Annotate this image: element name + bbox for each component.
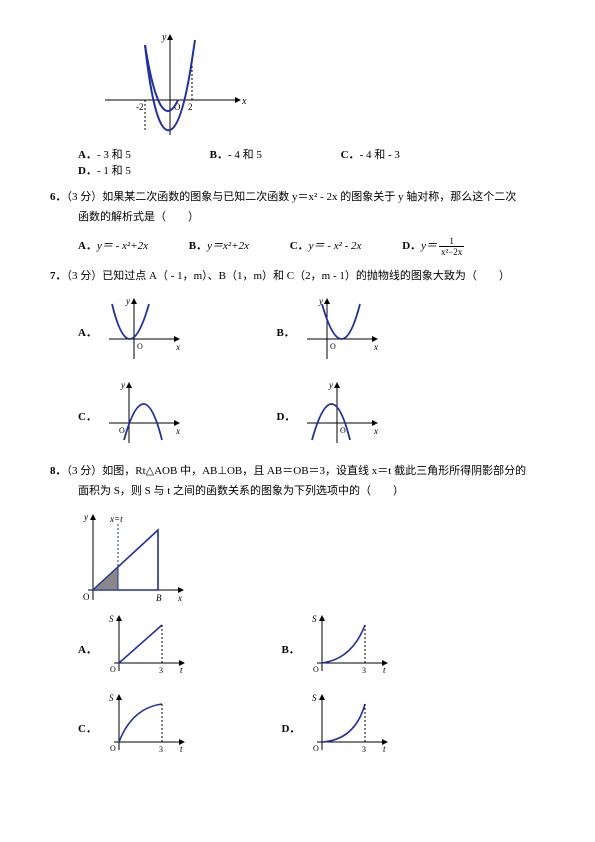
svg-text:S: S (312, 614, 317, 624)
opt-b-label: B． (210, 149, 228, 161)
q7-c-label: C． (78, 408, 97, 424)
q6-pts: （3 分） (67, 191, 103, 203)
svg-text:y: y (125, 296, 130, 306)
q8-pts: （3 分） (67, 465, 103, 477)
opt-d-label: D． (78, 165, 97, 177)
svg-text:O: O (340, 426, 346, 435)
q6-d-den: x²−2x (439, 247, 464, 257)
q6-options: A．y＝ - x²+2x B．y＝x²+2x C．y＝ - x² - 2x D．… (50, 236, 545, 257)
q8-figure: x y O B x=t (50, 510, 545, 605)
svg-text:x: x (373, 342, 378, 352)
q8-d-label: D． (281, 720, 300, 736)
opt-a: - 3 和 5 (97, 146, 131, 162)
q6-d-label: D． (402, 240, 421, 252)
svg-text:x: x (175, 426, 180, 436)
q7-graph-a: x y O (104, 294, 184, 364)
q5-graph: x y O -2 2 (100, 30, 545, 140)
q8-num: 8． (50, 465, 67, 477)
q7-graph-d: x y O (302, 378, 382, 448)
q8-b-label: B． (281, 641, 299, 657)
svg-text:S: S (109, 614, 114, 624)
q7-b-label: B． (276, 324, 294, 340)
svg-text:y: y (83, 512, 88, 522)
svg-text:O: O (313, 744, 319, 753)
q6-b-label: B． (189, 240, 207, 252)
svg-text:3: 3 (159, 666, 163, 675)
q8-text: 如图，Rt△AOB 中，AB⊥OB，且 AB＝OB＝3，设直线 x＝t 截此三角… (102, 465, 526, 477)
svg-text:t: t (180, 744, 183, 754)
q7-graph-b: x y O (302, 294, 382, 364)
question-6: 6．（3 分）如果某二次函数的图象与已知二次函数 y＝x² - 2x 的图象关于… (50, 188, 545, 228)
svg-text:x: x (177, 593, 182, 603)
y-label: y (161, 32, 167, 43)
svg-text:3: 3 (362, 745, 366, 754)
q6-d-num: 1 (439, 236, 464, 247)
svg-text:B: B (156, 593, 162, 603)
svg-text:t: t (383, 665, 386, 675)
q7-d-label: D． (276, 408, 295, 424)
q8-graph-a: t S O 3 (104, 611, 189, 676)
question-8: 8．（3 分）如图，Rt△AOB 中，AB⊥OB，且 AB＝OB＝3，设直线 x… (50, 462, 545, 502)
q6-b: y＝x²+2x (207, 240, 249, 252)
opt-c-label: C． (341, 149, 360, 161)
q7-row1: A． x y O B． x y O (50, 294, 545, 364)
q7-graph-c: x y O (104, 378, 184, 448)
q8-graph-c: t S O 3 (104, 690, 189, 755)
svg-text:O: O (137, 342, 143, 351)
q7-num: 7． (50, 270, 67, 282)
q6-a: y＝ - x²+2x (97, 240, 148, 252)
q7-text: 已知过点 A（ - 1，m）、B（1，m）和 C（2，m - 1）的抛物线的图象… (102, 270, 510, 282)
x-label: x (241, 96, 247, 107)
q7-a-label: A． (78, 324, 97, 340)
svg-text:O: O (313, 665, 319, 674)
tick-2: 2 (188, 102, 193, 112)
q8-row1: A． t S O 3 B． t S O 3 (50, 611, 545, 676)
q8-a-label: A． (78, 641, 97, 657)
tick-neg2: -2 (136, 102, 144, 112)
svg-text:O: O (119, 426, 125, 435)
svg-text:x: x (175, 342, 180, 352)
svg-text:3: 3 (159, 745, 163, 754)
svg-text:x=t: x=t (109, 514, 123, 524)
svg-text:O: O (330, 342, 336, 351)
opt-d: - 1 和 5 (97, 162, 131, 178)
q7-pts: （3 分） (67, 270, 103, 282)
opt-c: - 4 和 - 3 (360, 146, 400, 162)
q5-options: A． - 3 和 5 B． - 4 和 5 C． - 4 和 - 3 D． - … (50, 146, 545, 178)
q8-c-label: C． (78, 720, 97, 736)
svg-text:O: O (83, 592, 90, 602)
svg-text:O: O (110, 744, 116, 753)
svg-text:S: S (109, 693, 114, 703)
svg-text:O: O (110, 665, 116, 674)
q8-text2: 面积为 S，则 S 与 t 之间的函数关系的图象为下列选项中的（ ） (50, 482, 545, 502)
q8-graph-d: t S O 3 (307, 690, 392, 755)
svg-text:t: t (180, 665, 183, 675)
opt-b: - 4 和 5 (228, 146, 262, 162)
q7-row2: C． x y O D． x y O (50, 378, 545, 448)
svg-text:y: y (328, 380, 333, 390)
svg-text:3: 3 (362, 666, 366, 675)
q6-d-pre: y＝ (421, 240, 437, 252)
svg-text:S: S (312, 693, 317, 703)
question-7: 7．（3 分）已知过点 A（ - 1，m）、B（1，m）和 C（2，m - 1）… (50, 267, 545, 287)
svg-text:y: y (120, 380, 125, 390)
q6-text: 如果某二次函数的图象与已知二次函数 y＝x² - 2x 的图象关于 y 轴对称，… (102, 191, 516, 203)
q6-a-label: A． (78, 240, 97, 252)
q6-num: 6． (50, 191, 67, 203)
q6-text2: 函数的解析式是（ ） (50, 208, 545, 228)
q6-c: y＝ - x² - 2x (309, 240, 362, 252)
opt-a-label: A． (78, 149, 97, 161)
q8-graph-b: t S O 3 (307, 611, 392, 676)
svg-text:x: x (373, 426, 378, 436)
q6-c-label: C． (290, 240, 309, 252)
q8-row2: C． t S O 3 D． t S O 3 (50, 690, 545, 755)
svg-text:t: t (383, 744, 386, 754)
